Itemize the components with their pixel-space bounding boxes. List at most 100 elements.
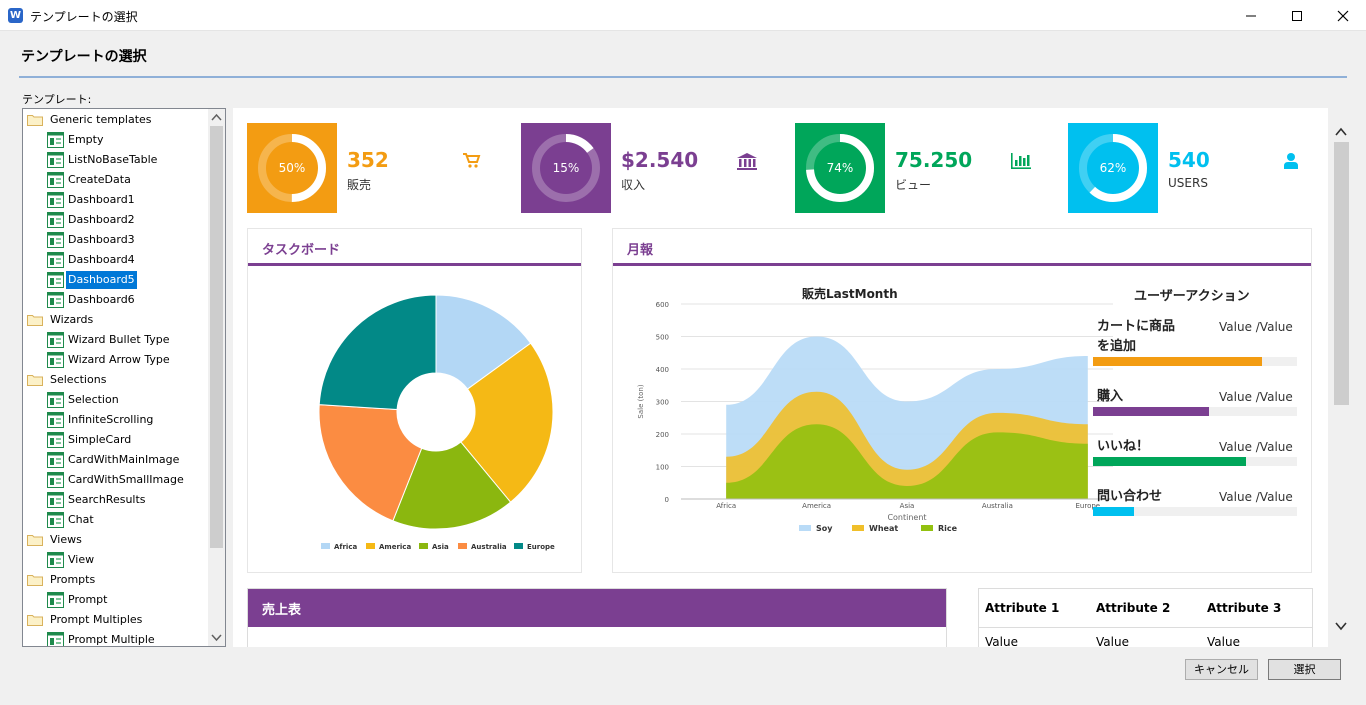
tree-item[interactable]: SearchResults [47,490,148,510]
template-icon [47,512,64,528]
tree-scroll-up-icon[interactable] [208,109,225,126]
folder-icon [27,535,43,546]
monthly-title: 月報 [627,243,654,258]
kpi-value: $2.540 [621,148,699,172]
select-button[interactable]: 選択 [1268,659,1341,680]
user-icon [1283,152,1305,173]
folder-icon [27,115,43,126]
attribute-header-3: Attribute 3 [1207,601,1282,615]
user-action-bar [1093,357,1297,366]
preview-scrollbar[interactable] [1328,108,1354,647]
tree-folder-label: Generic templates [50,113,152,126]
tree-item-label: Empty [68,133,104,146]
tree-item[interactable]: InfiniteScrolling [47,410,155,430]
user-action-value: Value /Value [1219,320,1293,334]
user-action-bar-fill [1093,407,1210,416]
tree-item-label: Prompt [68,593,108,606]
kpi-percent-label: 62% [1100,161,1127,175]
pie-slice [318,404,423,522]
preview-scroll-down-icon[interactable] [1328,616,1354,636]
tree-scroll-down-icon[interactable] [208,629,225,646]
tree-item[interactable]: Dashboard5 [47,270,137,290]
tree-item[interactable]: Prompt [47,590,109,610]
area-legend-label: Rice [938,524,958,533]
kpi-percent-label: 74% [827,161,854,175]
tree-item[interactable]: Dashboard2 [47,210,137,230]
tree-item[interactable]: Selection [47,390,121,410]
kpi-ring-progress [258,134,326,202]
sales-table-header: 売上表 [248,589,946,627]
area-legend-label: Wheat [869,524,898,533]
tree-item[interactable]: Wizard Arrow Type [47,350,172,370]
preview-scroll-thumb[interactable] [1334,142,1349,405]
tree-item[interactable]: Dashboard1 [47,190,137,210]
template-icon [47,252,64,268]
tree-item[interactable]: Chat [47,510,96,530]
kpi-progress-ring: 62% [1079,134,1147,202]
close-button[interactable] [1320,0,1366,31]
pie-legend-label: Asia [432,543,449,551]
kpi-progress-ring: 15% [532,134,600,202]
tree-item[interactable]: Empty [47,130,105,150]
user-action-value: Value /Value [1219,440,1293,454]
tree-item-label: SearchResults [68,493,146,506]
attribute-table: Attribute 1 Attribute 2 Attribute 3 Valu… [978,588,1313,647]
kpi-ring-progress [1079,134,1147,202]
folder-icon [27,575,43,586]
template-tree[interactable]: Generic templates Empty ListNoBaseTable Cre… [22,108,226,647]
tree-item-label: Dashboard6 [68,293,135,306]
app-icon: W [8,8,23,23]
tree-item[interactable]: CreateData [47,170,133,190]
pie-legend-label: Africa [334,543,357,551]
tree-scrollbar[interactable] [208,109,225,646]
tree-item[interactable]: ListNoBaseTable [47,150,159,170]
tree-folder[interactable]: Wizards [27,310,95,330]
sales-table-title: 売上表 [262,603,302,618]
tree-item-label: Dashboard5 [66,271,137,289]
area-legend-swatch [921,525,933,531]
tree-item-label: CreateData [68,173,131,186]
kpi-label: ビュー [895,178,932,192]
tree-item[interactable]: Dashboard6 [47,290,137,310]
area-legend-swatch [799,525,811,531]
template-preview: 50% 352 販売 15% $2.540 収入 74% 75.250 ビュー 62% 540 USE… [233,108,1354,647]
area-y-tick: 400 [656,366,669,374]
tree-item-label: Dashboard3 [68,233,135,246]
monthly-rule [613,263,1311,266]
area-y-tick: 500 [656,334,669,342]
tree-item-label: ListNoBaseTable [68,153,158,166]
maximize-button[interactable] [1274,0,1320,31]
preview-scroll-up-icon[interactable] [1328,122,1354,142]
tree-item[interactable]: CardWithMainImage [47,450,181,470]
tree-item[interactable]: SimpleCard [47,430,133,450]
dialog-title: テンプレートの選択 [21,49,147,65]
tree-scroll-thumb[interactable] [210,126,223,548]
monthly-chart-title: 販売LastMonth [802,287,898,301]
tree-folder[interactable]: Generic templates [27,110,154,130]
tree-item[interactable]: Dashboard4 [47,250,137,270]
minimize-button[interactable] [1228,0,1274,31]
tree-folder[interactable]: Views [27,530,84,550]
tree-item[interactable]: View [47,550,96,570]
header-divider [19,76,1347,78]
kpi-ring-progress [532,134,600,202]
tree-folder[interactable]: Prompt Multiples [27,610,144,630]
pie-slice [318,294,437,411]
kpi-percent-label: 50% [279,161,306,175]
tree-item[interactable]: Wizard Bullet Type [47,330,172,350]
tree-item[interactable]: Dashboard3 [47,230,137,250]
tree-item[interactable]: CardWithSmallImage [47,470,186,490]
sales-table-panel: 売上表 [247,588,947,647]
template-icon [47,432,64,448]
cancel-button[interactable]: キャンセル [1185,659,1258,680]
area-x-label: Continent [887,513,926,522]
user-action-label: 問い合わせ [1097,489,1163,504]
kpi-percent-label: 15% [553,161,580,175]
tree-folder[interactable]: Prompts [27,570,97,590]
area-y-tick: 200 [656,431,669,439]
task-board-rule [248,263,581,266]
template-icon [47,152,64,168]
tree-item[interactable]: Prompt Multiple [47,630,157,646]
tree-folder[interactable]: Selections [27,370,108,390]
template-icon [47,192,64,208]
